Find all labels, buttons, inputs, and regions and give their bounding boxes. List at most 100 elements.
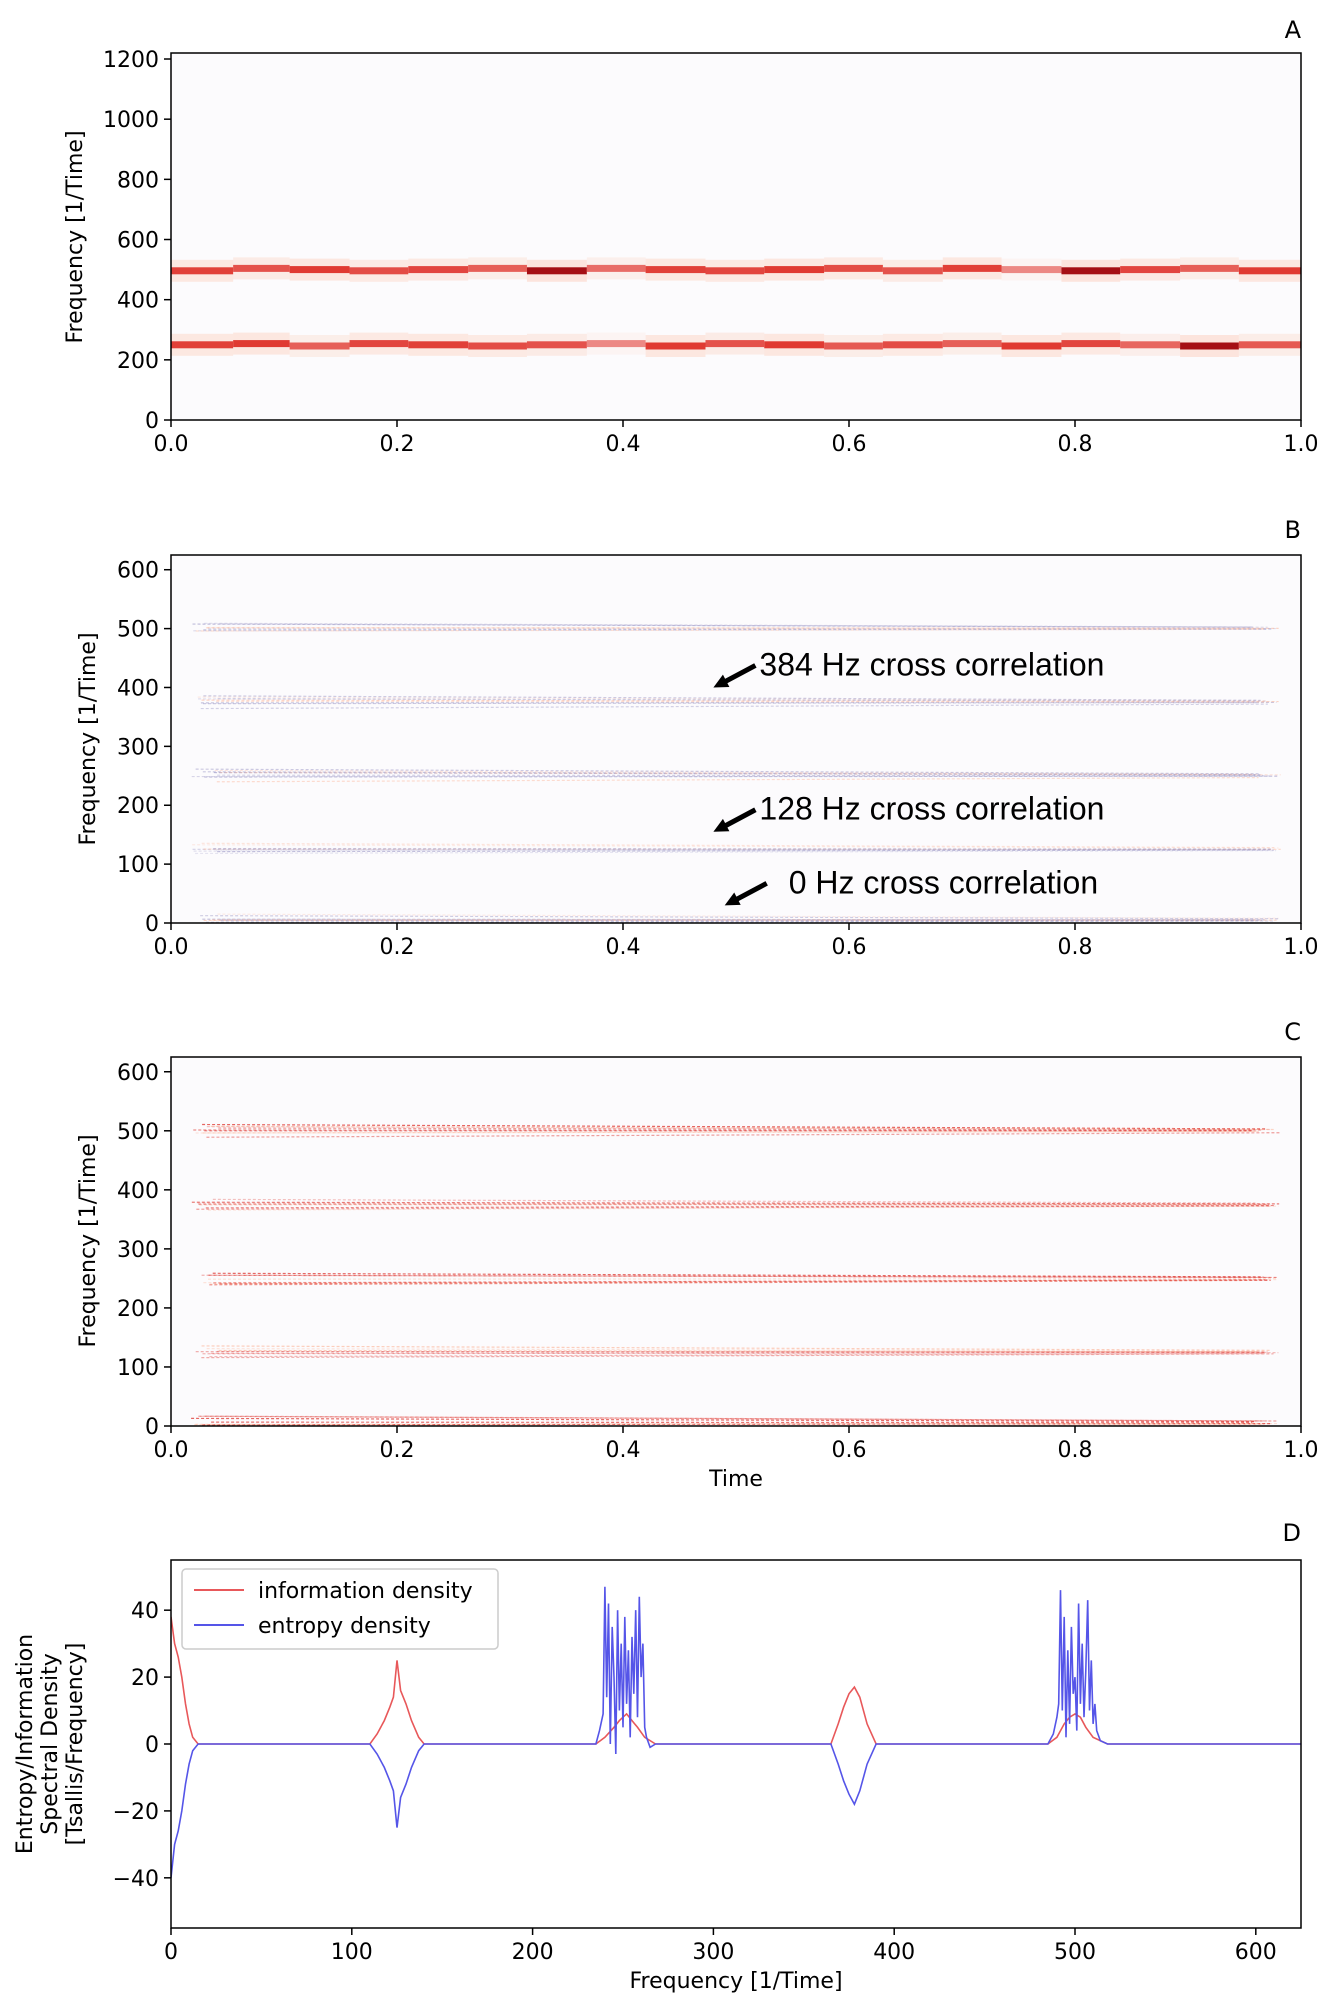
panel-c-band-stroke xyxy=(202,1352,1279,1355)
panel-b-band-stroke xyxy=(193,849,1269,852)
annotation-label: 0 Hz cross correlation xyxy=(789,864,1098,900)
panel-b-band-stroke xyxy=(203,628,1273,631)
panel-a-y-tick-label: 1200 xyxy=(103,48,159,73)
annotation-label: 384 Hz cross correlation xyxy=(759,646,1104,682)
heat-cell xyxy=(408,266,469,274)
panel-c-band-stroke xyxy=(210,1125,1275,1131)
panel-c-band-stroke xyxy=(206,1126,1272,1131)
panel-c-x-ticks: 0.0 0.2 0.4 0.6 0.8 1.0 xyxy=(154,1426,1319,1463)
panel-b-band-stroke xyxy=(203,702,1259,705)
panel-c-band-stroke xyxy=(206,1132,1280,1138)
heat-cell xyxy=(171,267,234,275)
panel-b-band-stroke xyxy=(219,771,1281,776)
panel-a-x-tick-label: 1.0 xyxy=(1284,432,1319,457)
panel-c-x-tick-label: 0.4 xyxy=(606,1438,641,1463)
panel-b-title: B xyxy=(1285,516,1301,544)
panel-c-band-stroke xyxy=(213,1279,1266,1284)
heat-cell xyxy=(526,267,587,275)
panel-a: A 0 200 400 600 800 1000 1200 0.0 0.2 0.4 0.6 0.8 1… xyxy=(63,16,1319,457)
panel-c-title: C xyxy=(1284,1018,1301,1046)
panel-c-band-stroke xyxy=(209,1279,1271,1286)
heat-cell xyxy=(705,267,765,275)
panel-b-band-stroke xyxy=(207,626,1261,629)
heat-cell xyxy=(233,340,290,348)
panel-d-x-tick-label: 600 xyxy=(1235,1940,1277,1965)
panel-b-band-stroke xyxy=(220,623,1268,628)
heat-cell xyxy=(1120,266,1181,274)
panel-c-band-stroke xyxy=(195,1130,1261,1134)
panel-a-y-tick-label: 0 xyxy=(145,409,159,434)
panel-d-y-tick-label: 0 xyxy=(145,1733,159,1758)
heat-cell xyxy=(705,340,765,348)
panel-b-x-tick-label: 0.6 xyxy=(832,935,867,960)
panel-b-heatmap xyxy=(191,622,1281,923)
panel-d-x-tick-label: 100 xyxy=(331,1940,373,1965)
heat-cell xyxy=(349,267,409,275)
panel-c-y-tick-label: 600 xyxy=(117,1061,159,1086)
annotation-arrow-head xyxy=(724,892,741,906)
panel-d-x-ticks: 0 100 200 300 400 500 600 xyxy=(164,1928,1277,1965)
panel-a-title: A xyxy=(1285,16,1302,44)
panel-c-band-stroke xyxy=(208,1278,1278,1280)
heat-cell xyxy=(882,267,943,275)
panel-b-band-stroke xyxy=(195,768,1260,775)
heat-cell xyxy=(764,341,825,349)
heat-cell xyxy=(942,264,1002,272)
panel-b-x-tick-label: 0.8 xyxy=(1058,935,1093,960)
panel-c-band-stroke xyxy=(208,1274,1278,1279)
panel-c-y-tick-label: 200 xyxy=(117,1297,159,1322)
panel-b-band-stroke xyxy=(216,776,1259,783)
panel-d-y-tick-label: −20 xyxy=(113,1800,159,1825)
panel-c-band-stroke xyxy=(205,1204,1275,1209)
panel-c-band-stroke xyxy=(621,1423,1264,1426)
panel-a-x-ticks: 0.0 0.2 0.4 0.6 0.8 1.0 xyxy=(154,420,1319,457)
panel-a-x-tick-label: 0.6 xyxy=(832,432,867,457)
heat-cell xyxy=(942,340,1002,348)
panel-b-band-stroke xyxy=(192,623,1253,628)
panel-c-band-stroke xyxy=(209,1352,1265,1358)
panel-c-band-stroke xyxy=(208,1205,1279,1211)
panel-a-y-tick-label: 800 xyxy=(117,168,159,193)
heat-cell xyxy=(289,342,350,350)
heat-cell xyxy=(586,264,646,272)
series-entropy-density xyxy=(171,1586,1301,1878)
panel-b-band-stroke xyxy=(201,842,1275,849)
panel-d-x-tick-label: 0 xyxy=(164,1940,178,1965)
legend-label-information: information density xyxy=(258,1579,473,1604)
heat-cell xyxy=(1238,341,1301,349)
panel-c-band-stroke xyxy=(205,1415,1268,1422)
panel-a-x-tick-label: 0.8 xyxy=(1058,432,1093,457)
panel-d-x-tick-label: 300 xyxy=(692,1940,734,1965)
heat-cell xyxy=(1238,267,1301,275)
panel-c-band-stroke xyxy=(200,1415,1263,1422)
panel-b-plot-area xyxy=(171,555,1301,923)
panel-c-y-tick-label: 0 xyxy=(145,1415,159,1440)
panel-c-frame xyxy=(170,1056,1302,1427)
panel-b-band-stroke xyxy=(195,850,1277,855)
panel-d-lines xyxy=(171,1586,1301,1878)
panel-a-y-tick-label: 200 xyxy=(117,349,159,374)
annotation-arrow-head xyxy=(713,818,730,832)
panel-c-band-stroke xyxy=(218,1349,1259,1353)
panel-c-band-stroke xyxy=(202,1123,1267,1130)
panel-d-x-tick-label: 200 xyxy=(512,1940,554,1965)
heat-cell xyxy=(171,341,234,349)
panel-d-y-label-line: Entropy/Information xyxy=(13,1634,38,1854)
panel-a-heatmap xyxy=(171,257,1301,357)
heat-cell xyxy=(1120,341,1181,349)
panel-b-y-label: Frequency [1/Time] xyxy=(76,632,101,845)
panel-b-y-tick-label: 600 xyxy=(117,559,159,584)
panel-c-band-stroke xyxy=(211,1421,1253,1424)
panel-a-y-ticks: 0 200 400 600 800 1000 1200 xyxy=(103,48,171,434)
panel-b-band-stroke xyxy=(197,696,1268,702)
panel-d-x-tick-label: 500 xyxy=(1054,1940,1096,1965)
legend-label-entropy: entropy density xyxy=(258,1614,431,1639)
panel-b-y-tick-label: 0 xyxy=(145,912,159,937)
heat-cell xyxy=(526,341,587,349)
annotation-label: 128 Hz cross correlation xyxy=(759,791,1104,827)
panel-b-y-tick-label: 400 xyxy=(117,676,159,701)
panel-d-x-tick-label: 400 xyxy=(873,1940,915,1965)
panel-b-band-stroke xyxy=(195,628,1265,632)
panel-c-band-stroke xyxy=(210,1351,1267,1355)
panel-c-band-stroke xyxy=(191,1201,1280,1205)
